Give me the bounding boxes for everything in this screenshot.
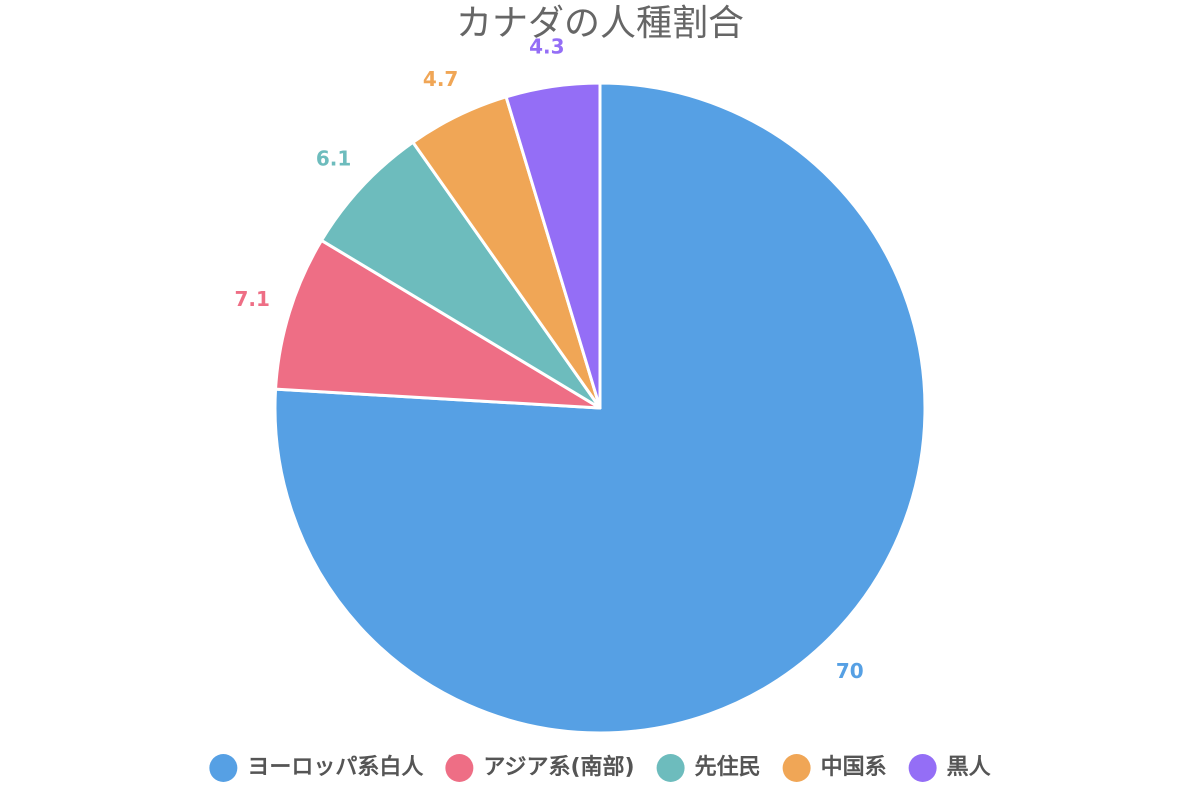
chart-legend: ヨーロッパ系白人 アジア系(南部) 先住民 中国系 黒人 xyxy=(209,754,991,782)
data-label-1: 70 xyxy=(836,659,864,683)
legend-marker-1 xyxy=(209,754,238,782)
legend-label-2: アジア系(南部) xyxy=(483,754,634,780)
legend-item-1[interactable]: ヨーロッパ系白人 xyxy=(209,754,423,782)
legend-label-3: 先住民 xyxy=(695,754,761,780)
legend-item-5[interactable]: 黒人 xyxy=(908,754,991,782)
legend-label-1: ヨーロッパ系白人 xyxy=(247,754,423,780)
legend-marker-3 xyxy=(656,754,685,782)
data-label-4: 4.7 xyxy=(423,67,458,91)
legend-label-4: 中国系 xyxy=(821,755,887,780)
pie-slice-3[interactable] xyxy=(320,140,602,410)
pie-slice-5[interactable] xyxy=(504,81,602,410)
legend-marker-4 xyxy=(782,754,811,782)
pie-data-labels: 70 7.1 6.1 4.7 4.3 xyxy=(235,34,864,683)
legend-item-4[interactable]: 中国系 xyxy=(782,754,887,782)
legend-marker-5 xyxy=(908,754,937,782)
data-label-5: 4.3 xyxy=(529,34,564,58)
pie-slice-2[interactable] xyxy=(274,238,602,410)
data-label-3: 6.1 xyxy=(316,146,351,170)
legend-item-2[interactable]: アジア系(南部) xyxy=(445,754,635,782)
data-label-2: 7.1 xyxy=(235,287,270,311)
pie-slices xyxy=(273,81,927,735)
legend-item-3[interactable]: 先住民 xyxy=(656,754,761,782)
legend-label-5: 黒人 xyxy=(947,755,991,780)
chart-title: カナダの人種割合 xyxy=(456,3,744,44)
legend-marker-2 xyxy=(445,754,474,782)
